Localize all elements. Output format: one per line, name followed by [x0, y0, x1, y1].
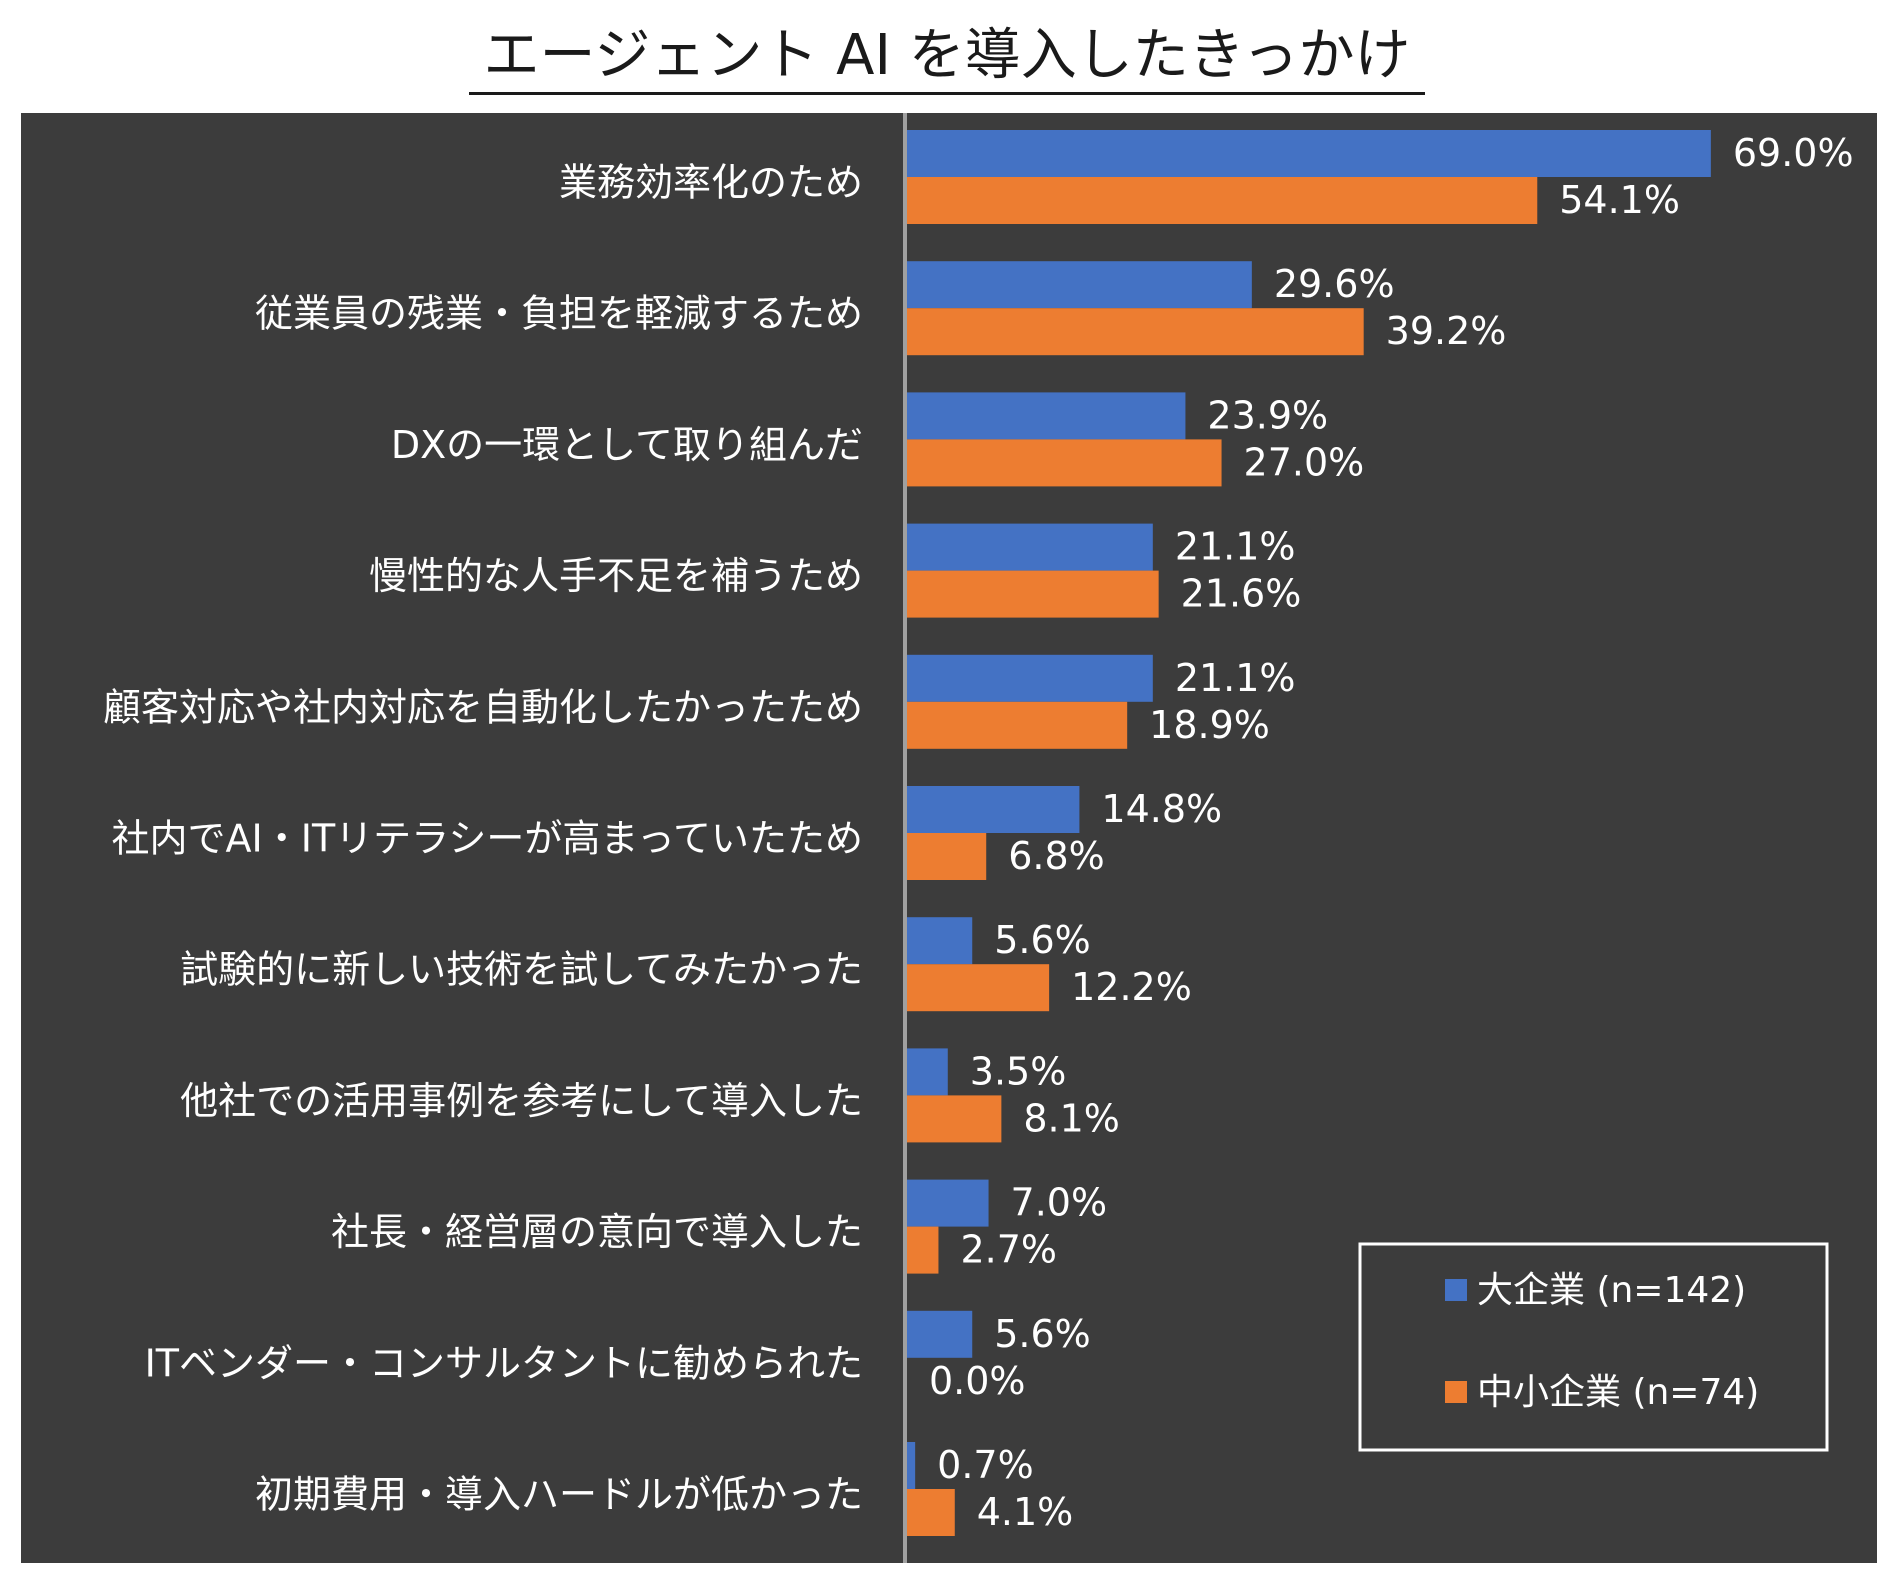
legend-frame — [1358, 1242, 1829, 1452]
data-label: 12.2% — [1071, 965, 1192, 1009]
data-label: 21.1% — [1175, 525, 1296, 569]
data-label: 5.6% — [994, 918, 1091, 962]
legend-swatch-sme — [1445, 1381, 1467, 1403]
bar-large-enterprise — [907, 261, 1252, 309]
legend-label: 大企業 (n=142) — [1477, 1270, 1746, 1311]
bar-large-enterprise — [907, 392, 1186, 440]
category-label: 社内でAI・ITリテラシーが高まっていたため — [112, 817, 863, 861]
bar-sme — [907, 701, 1128, 749]
data-label: 14.8% — [1101, 787, 1222, 831]
data-label: 4.1% — [977, 1490, 1074, 1534]
bar-sme — [907, 1095, 1002, 1143]
category-label: 社長・経営層の意向で導入した — [331, 1210, 863, 1254]
category-label: 顧客対応や社内対応を自動化したかったため — [103, 685, 863, 729]
data-label: 39.2% — [1386, 309, 1507, 353]
legend-label: 中小企業 (n=74) — [1477, 1372, 1759, 1413]
category-label: 従業員の残業・負担を軽減するため — [255, 292, 863, 336]
data-label: 21.6% — [1181, 572, 1302, 616]
bar-large-enterprise — [907, 917, 973, 965]
data-label: 8.1% — [1023, 1096, 1120, 1140]
data-label: 54.1% — [1559, 178, 1680, 222]
category-label: ITベンダー・コンサルタントに勧められた — [145, 1341, 863, 1385]
bar-sme — [907, 439, 1222, 487]
bar-sme — [907, 570, 1159, 618]
data-label: 0.7% — [937, 1443, 1034, 1487]
data-label: 69.0% — [1733, 131, 1854, 175]
bar-sme — [907, 964, 1050, 1012]
category-label: DXの一環として取り組んだ — [391, 423, 863, 467]
data-label: 3.5% — [970, 1049, 1067, 1093]
legend-swatch-large — [1445, 1279, 1467, 1301]
data-label: 5.6% — [994, 1312, 1091, 1356]
category-label: 初期費用・導入ハードルが低かった — [255, 1473, 863, 1517]
bar-large-enterprise — [907, 1048, 948, 1096]
data-label: 0.0% — [929, 1359, 1026, 1403]
data-label: 29.6% — [1274, 262, 1395, 306]
bar-large-enterprise — [907, 654, 1153, 702]
bar-sme — [907, 1226, 939, 1274]
bar-large-enterprise — [907, 523, 1153, 571]
legend: 大企業 (n=142) 中小企業 (n=74) — [1358, 1242, 1829, 1452]
bar-chart: 業務効率化のため69.0%54.1%従業員の残業・負担を軽減するため29.6%3… — [21, 113, 1877, 1563]
data-label: 27.0% — [1244, 440, 1365, 484]
bar-sme — [907, 308, 1364, 356]
data-label: 18.9% — [1149, 703, 1270, 747]
bar-sme — [907, 177, 1538, 224]
bar-large-enterprise — [907, 1179, 989, 1227]
bar-large-enterprise — [907, 1310, 973, 1358]
bar-large-enterprise — [907, 130, 1711, 177]
category-label: 他社での活用事例を参考にして導入した — [180, 1079, 863, 1123]
chart-title: エージェント AI を導入したきっかけ — [0, 18, 1894, 95]
category-label: 業務効率化のため — [559, 161, 863, 205]
data-label: 21.1% — [1175, 656, 1296, 700]
data-label: 7.0% — [1011, 1181, 1108, 1225]
category-label: 試験的に新しい技術を試してみたかった — [180, 948, 863, 992]
data-label: 2.7% — [960, 1228, 1057, 1272]
data-label: 23.9% — [1207, 393, 1328, 437]
bar-large-enterprise — [907, 1442, 916, 1489]
bar-sme — [907, 1489, 955, 1536]
bar-sme — [907, 833, 987, 880]
bar-large-enterprise — [907, 786, 1080, 833]
data-label: 6.8% — [1008, 834, 1105, 878]
category-label: 慢性的な人手不足を補うため — [369, 554, 863, 598]
